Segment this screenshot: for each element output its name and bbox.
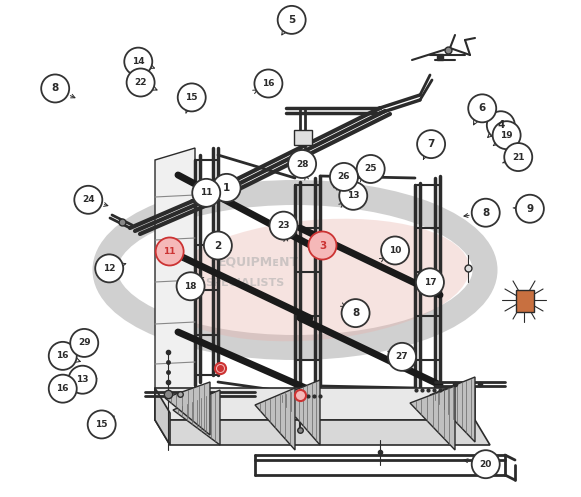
Circle shape	[178, 83, 206, 111]
Circle shape	[70, 329, 98, 357]
Circle shape	[74, 186, 102, 214]
Text: 15: 15	[185, 93, 198, 102]
Text: 1: 1	[223, 183, 230, 193]
Circle shape	[177, 272, 205, 300]
Polygon shape	[155, 148, 195, 398]
Text: 8: 8	[352, 308, 359, 318]
Circle shape	[69, 366, 96, 394]
Circle shape	[468, 94, 496, 122]
Polygon shape	[278, 380, 320, 445]
Circle shape	[504, 143, 532, 171]
Text: 5: 5	[288, 15, 295, 25]
Circle shape	[339, 182, 367, 210]
Text: 24: 24	[82, 195, 95, 204]
Text: 10: 10	[389, 246, 401, 255]
Polygon shape	[165, 382, 210, 435]
Circle shape	[95, 254, 123, 282]
Text: 27: 27	[396, 352, 408, 361]
Circle shape	[127, 69, 155, 96]
Text: 3: 3	[319, 241, 326, 250]
Ellipse shape	[160, 219, 469, 341]
Text: 28: 28	[296, 160, 309, 168]
Circle shape	[472, 450, 500, 478]
Text: 6: 6	[479, 103, 486, 113]
Circle shape	[309, 232, 336, 259]
Text: 23: 23	[277, 221, 290, 230]
Text: 21: 21	[512, 153, 525, 162]
Circle shape	[278, 6, 306, 34]
Polygon shape	[173, 390, 220, 445]
Circle shape	[487, 111, 515, 139]
Text: 16: 16	[56, 351, 69, 360]
Text: 13: 13	[76, 375, 89, 384]
Circle shape	[124, 48, 152, 76]
Circle shape	[41, 75, 69, 102]
Text: 19: 19	[500, 131, 513, 140]
Text: SPECIALISTS: SPECIALISTS	[205, 278, 284, 288]
Text: EQUIPMᴇNT: EQUIPMᴇNT	[218, 255, 299, 268]
Polygon shape	[155, 388, 475, 420]
Circle shape	[516, 195, 544, 223]
Circle shape	[416, 268, 444, 296]
Circle shape	[49, 342, 77, 370]
Text: 12: 12	[103, 264, 116, 273]
Text: 18: 18	[184, 282, 197, 291]
Text: 8: 8	[482, 208, 489, 218]
Text: 7: 7	[428, 139, 435, 149]
Text: 26: 26	[338, 172, 350, 181]
Polygon shape	[430, 377, 475, 442]
Text: 13: 13	[347, 191, 360, 200]
Circle shape	[213, 174, 241, 202]
Text: 16: 16	[262, 79, 275, 88]
Text: 15: 15	[95, 420, 108, 429]
Circle shape	[472, 199, 500, 227]
Circle shape	[192, 179, 220, 207]
Text: 2: 2	[214, 241, 221, 250]
Polygon shape	[155, 420, 490, 445]
Circle shape	[88, 411, 116, 438]
Circle shape	[156, 238, 184, 265]
Polygon shape	[155, 388, 170, 445]
Circle shape	[204, 232, 232, 259]
Circle shape	[357, 155, 385, 183]
Circle shape	[330, 163, 358, 191]
Text: 22: 22	[134, 78, 147, 87]
Text: 9: 9	[526, 204, 533, 214]
Text: 11: 11	[163, 247, 176, 256]
Circle shape	[270, 212, 297, 240]
Circle shape	[381, 237, 409, 264]
Circle shape	[417, 130, 445, 158]
Text: 20: 20	[479, 460, 492, 469]
Text: 14: 14	[132, 57, 145, 66]
Polygon shape	[516, 290, 534, 312]
Text: 29: 29	[78, 338, 91, 347]
Circle shape	[342, 299, 370, 327]
Circle shape	[254, 70, 282, 97]
Polygon shape	[255, 388, 295, 450]
Text: 11: 11	[200, 188, 213, 197]
Circle shape	[388, 343, 416, 371]
Polygon shape	[294, 130, 312, 145]
Text: 16: 16	[56, 384, 69, 393]
Polygon shape	[410, 386, 455, 450]
Text: 17: 17	[424, 278, 436, 287]
Circle shape	[49, 375, 77, 403]
Text: 25: 25	[364, 165, 377, 173]
Text: 8: 8	[52, 83, 59, 93]
Circle shape	[288, 150, 316, 178]
Circle shape	[493, 121, 521, 149]
Text: 4: 4	[497, 120, 504, 130]
